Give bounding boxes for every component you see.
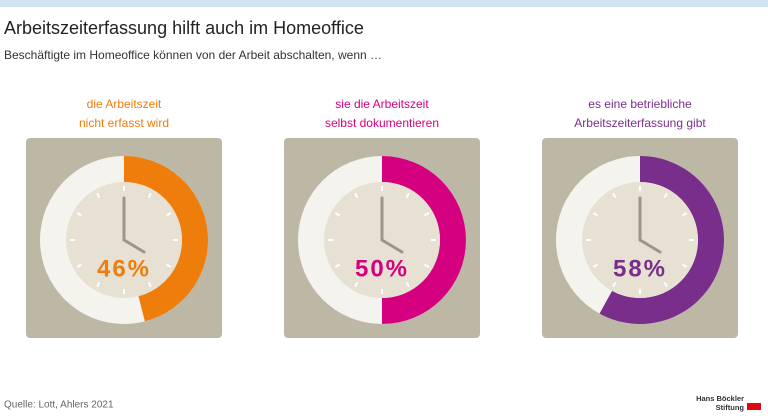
clock-tick [334, 212, 341, 217]
clock-tick [334, 263, 341, 268]
clock-tick [423, 212, 430, 217]
logo-mark [747, 403, 761, 410]
clock-tick [663, 281, 668, 288]
clock-tick [681, 212, 688, 217]
clock-hand [122, 238, 146, 254]
clock-tick [663, 192, 668, 199]
clock-tick [354, 281, 359, 288]
value-label: 58% [613, 255, 667, 282]
value-label: 50% [355, 255, 409, 282]
clock-tick [592, 263, 599, 268]
clock-tick [165, 263, 172, 268]
donut-arc [382, 156, 466, 324]
clock-tick [147, 192, 152, 199]
category-label: es eine betriebliche [588, 97, 692, 111]
chart-subtitle: Beschäftigte im Homeoffice können von de… [4, 48, 382, 62]
clock-tick [165, 212, 172, 217]
source: Quelle: Lott, Ahlers 2021 [4, 400, 114, 411]
clock-tick [592, 212, 599, 217]
category-label: die Arbeitszeit [87, 97, 162, 111]
clock-hand [380, 238, 404, 254]
clock-tick [96, 192, 101, 199]
chart-title: Arbeitszeiterfassung hilft auch im Homeo… [4, 18, 364, 38]
category-label: sie die Arbeitszeit [335, 97, 429, 111]
clock-tick [354, 192, 359, 199]
clock-tick [681, 263, 688, 268]
clock-tick [76, 263, 83, 268]
clock-tick [405, 281, 410, 288]
clock-hand [638, 238, 662, 254]
logo-line: Hans Böckler [696, 394, 744, 403]
clock-tick [405, 192, 410, 199]
top-bar [0, 0, 768, 7]
logo-line: Stiftung [716, 403, 745, 412]
clock-tick [612, 281, 617, 288]
clock-tick [147, 281, 152, 288]
category-label: selbst dokumentieren [325, 116, 439, 130]
clock-tick [96, 281, 101, 288]
value-label: 46% [97, 255, 151, 282]
donut-arc [124, 156, 209, 322]
donut-arc [599, 156, 725, 324]
clock-tick [76, 212, 83, 217]
clock-tick [423, 263, 430, 268]
category-label: Arbeitszeiterfassung gibt [574, 116, 706, 130]
clock-tick [612, 192, 617, 199]
category-label: nicht erfasst wird [79, 116, 169, 130]
